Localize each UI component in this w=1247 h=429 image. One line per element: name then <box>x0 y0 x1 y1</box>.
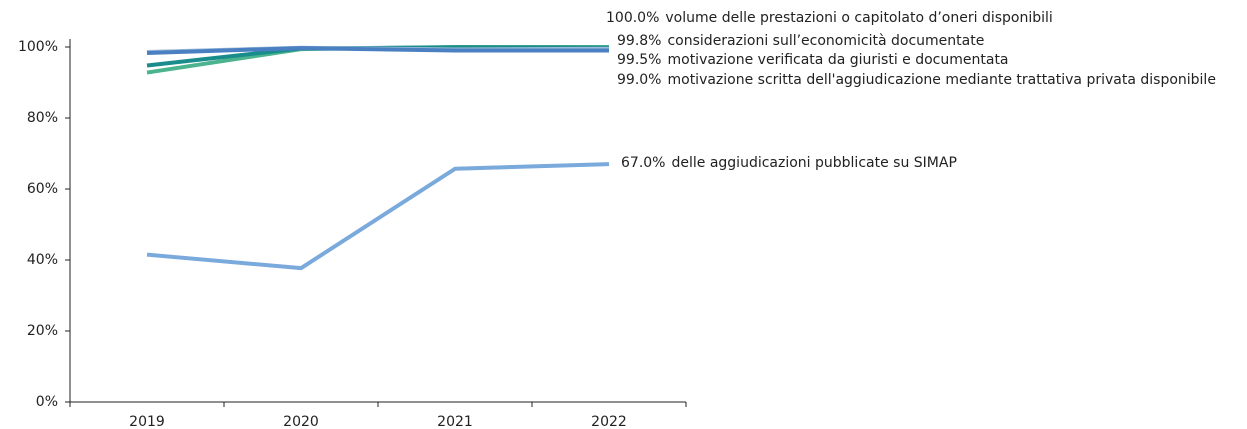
value-label: 100.0% <box>606 10 659 26</box>
x-tick-label: 2022 <box>591 414 627 429</box>
x-tick-label: 2019 <box>129 414 165 429</box>
y-tick-label: 0% <box>36 394 58 410</box>
y-tick-label: 100% <box>18 39 58 55</box>
value-label: 99.8% <box>617 33 661 49</box>
value-label: 67.0% <box>621 155 665 171</box>
legend-label: volume delle prestazioni o capitolato d’… <box>665 10 1052 26</box>
value-label: 99.0% <box>617 72 661 88</box>
y-tick-label: 20% <box>27 323 58 339</box>
y-tick-label: 40% <box>27 252 58 268</box>
y-tick-label: 80% <box>27 110 58 126</box>
x-tick-label: 2020 <box>283 414 319 429</box>
x-tick-label: 2021 <box>437 414 473 429</box>
line <box>146 162 610 271</box>
line <box>146 46 609 56</box>
y-tick-label: 60% <box>27 181 58 197</box>
legend-label: motivazione verificata da giuristi e doc… <box>667 52 1008 68</box>
legend-label: motivazione scritta dell'aggiudicazione … <box>667 72 1215 88</box>
legend-label: considerazioni sull’economicità document… <box>667 33 984 49</box>
legend-label: delle aggiudicazioni pubblicate su SIMAP <box>671 155 956 171</box>
value-label: 99.5% <box>617 52 661 68</box>
